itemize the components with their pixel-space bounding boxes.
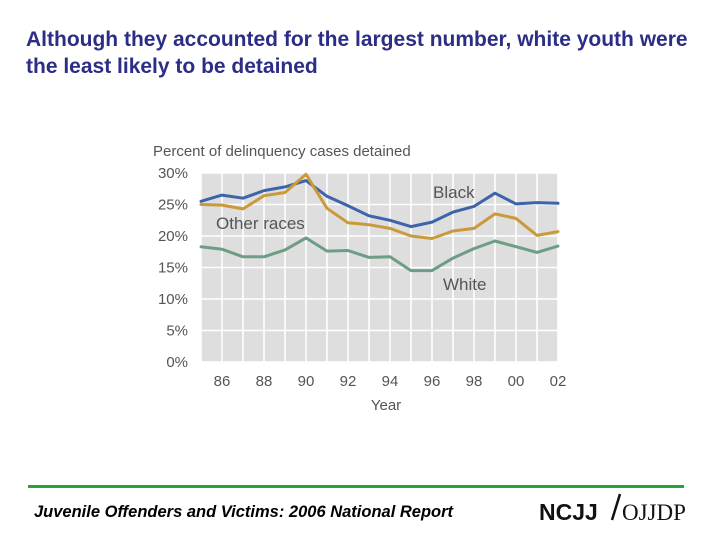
x-tick-label: 96 bbox=[424, 373, 441, 390]
x-tick-label: 94 bbox=[382, 373, 399, 390]
series-label-other-races: Other races bbox=[216, 214, 305, 233]
series-lines bbox=[199, 172, 560, 273]
y-tick-label: 25% bbox=[158, 197, 188, 214]
logo-slash bbox=[610, 493, 622, 521]
x-tick-label: 98 bbox=[466, 373, 483, 390]
y-tick-label: 10% bbox=[158, 291, 188, 308]
ncjj-logo-text: NCJJ bbox=[539, 499, 598, 525]
series-line-black bbox=[199, 179, 560, 229]
series-line-white bbox=[199, 236, 560, 273]
detention-line-chart: Percent of delinquency cases detained 0%… bbox=[153, 143, 567, 414]
y-tick-label: 15% bbox=[158, 260, 188, 277]
x-tick-label: 92 bbox=[340, 373, 357, 390]
chart-title: Percent of delinquency cases detained bbox=[153, 143, 411, 160]
y-tick-label: 0% bbox=[166, 354, 188, 371]
x-tick-label: 02 bbox=[550, 373, 567, 390]
series-label-white: White bbox=[443, 275, 486, 294]
footer-report-title: Juvenile Offenders and Victims: 2006 Nat… bbox=[34, 503, 454, 521]
series-label-black: Black bbox=[433, 183, 475, 202]
series-line-other-races bbox=[199, 172, 560, 240]
y-axis: 0% 5% 10% 15% 20% 25% 30% bbox=[158, 165, 188, 371]
footer-divider bbox=[28, 485, 684, 488]
x-axis-label: Year bbox=[371, 397, 401, 414]
ojjdp-logo-text: OJJDP bbox=[622, 500, 686, 525]
y-tick-label: 5% bbox=[166, 323, 188, 340]
y-tick-label: 30% bbox=[158, 165, 188, 182]
slide-title: Although they accounted for the largest … bbox=[26, 28, 688, 78]
x-axis: 86 88 90 92 94 96 98 00 02 bbox=[214, 373, 567, 390]
x-tick-label: 90 bbox=[298, 373, 315, 390]
y-tick-label: 20% bbox=[158, 228, 188, 245]
x-tick-label: 88 bbox=[256, 373, 273, 390]
ncjj-ojjdp-logo: NCJJ OJJDP bbox=[539, 493, 686, 525]
x-tick-label: 86 bbox=[214, 373, 231, 390]
x-tick-label: 00 bbox=[508, 373, 525, 390]
